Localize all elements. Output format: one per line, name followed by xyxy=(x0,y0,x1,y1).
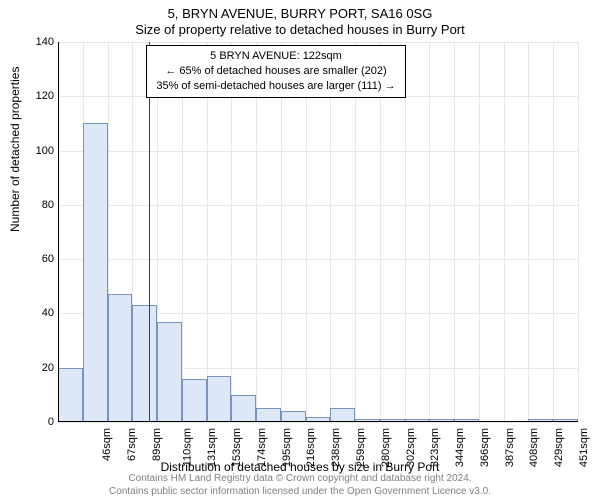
histogram-bar xyxy=(108,294,133,422)
annotation-line1: 5 BRYN AVENUE: 122sqm xyxy=(153,49,399,64)
x-tick-label: 344sqm xyxy=(454,428,466,467)
x-axis-line xyxy=(58,421,578,422)
histogram-chart: 5, BRYN AVENUE, BURRY PORT, SA16 0SG Siz… xyxy=(0,0,600,500)
grid-line xyxy=(58,42,578,43)
grid-line xyxy=(380,42,381,422)
grid-line xyxy=(207,42,208,422)
grid-line xyxy=(231,42,232,422)
y-tick-label: 60 xyxy=(42,253,54,265)
y-tick-label: 40 xyxy=(42,307,54,319)
grid-line xyxy=(306,42,307,422)
grid-line xyxy=(578,42,579,422)
grid-line xyxy=(405,42,406,422)
grid-line xyxy=(504,42,505,422)
y-tick-label: 80 xyxy=(42,199,54,211)
grid-line xyxy=(58,422,578,423)
annotation-line3: 35% of semi-detached houses are larger (… xyxy=(153,79,399,94)
y-tick-label: 0 xyxy=(48,416,54,428)
grid-line xyxy=(528,42,529,422)
grid-line xyxy=(58,205,578,206)
footer-line2: Contains public sector information licen… xyxy=(0,486,600,499)
grid-line xyxy=(256,42,257,422)
plot-area: 5 BRYN AVENUE: 122sqm ← 65% of detached … xyxy=(58,42,578,422)
grid-line xyxy=(281,42,282,422)
x-tick-label: 131sqm xyxy=(207,428,219,467)
annotation-line2: ← 65% of detached houses are smaller (20… xyxy=(153,64,399,79)
y-tick-label: 100 xyxy=(36,145,54,157)
x-tick-label: 195sqm xyxy=(281,428,293,467)
histogram-bar xyxy=(207,376,232,422)
grid-line xyxy=(429,42,430,422)
histogram-bar xyxy=(157,322,182,422)
property-marker-line xyxy=(149,42,150,422)
x-tick-label: 67sqm xyxy=(126,428,138,461)
y-tick-label: 20 xyxy=(42,362,54,374)
y-axis-line xyxy=(58,42,59,422)
x-tick-label: 280sqm xyxy=(380,428,392,467)
grid-line xyxy=(454,42,455,422)
grid-line xyxy=(182,42,183,422)
grid-line xyxy=(479,42,480,422)
x-tick-label: 451sqm xyxy=(578,428,590,467)
grid-line xyxy=(58,259,578,260)
histogram-bar xyxy=(83,123,108,422)
y-tick-label: 120 xyxy=(36,90,54,102)
x-tick-label: 238sqm xyxy=(330,428,342,467)
x-tick-label: 366sqm xyxy=(479,428,491,467)
marker-annotation: 5 BRYN AVENUE: 122sqm ← 65% of detached … xyxy=(146,45,406,98)
y-tick-label: 140 xyxy=(36,36,54,48)
histogram-bar xyxy=(330,408,355,422)
x-tick-label: 387sqm xyxy=(504,428,516,467)
histogram-bar xyxy=(182,379,207,422)
x-tick-label: 323sqm xyxy=(429,428,441,467)
histogram-bar xyxy=(58,368,83,422)
histogram-bar xyxy=(256,408,281,422)
x-tick-label: 259sqm xyxy=(355,428,367,467)
chart-title-address: 5, BRYN AVENUE, BURRY PORT, SA16 0SG xyxy=(0,6,600,21)
x-tick-label: 408sqm xyxy=(528,428,540,467)
chart-title-description: Size of property relative to detached ho… xyxy=(0,22,600,37)
x-tick-label: 110sqm xyxy=(181,428,193,466)
x-tick-label: 302sqm xyxy=(405,428,417,467)
x-tick-label: 89sqm xyxy=(151,428,163,461)
x-tick-label: 153sqm xyxy=(231,428,243,467)
x-tick-label: 429sqm xyxy=(553,428,565,467)
x-tick-label: 46sqm xyxy=(101,428,113,461)
chart-footer: Contains HM Land Registry data © Crown c… xyxy=(0,473,600,498)
x-tick-label: 216sqm xyxy=(306,428,318,467)
footer-line1: Contains HM Land Registry data © Crown c… xyxy=(0,473,600,486)
x-tick-label: 174sqm xyxy=(256,428,268,467)
y-axis-label: Number of detached properties xyxy=(8,67,22,232)
histogram-bar xyxy=(231,395,256,422)
histogram-bar xyxy=(132,305,157,422)
grid-line xyxy=(553,42,554,422)
grid-line xyxy=(58,151,578,152)
grid-line xyxy=(330,42,331,422)
grid-line xyxy=(355,42,356,422)
